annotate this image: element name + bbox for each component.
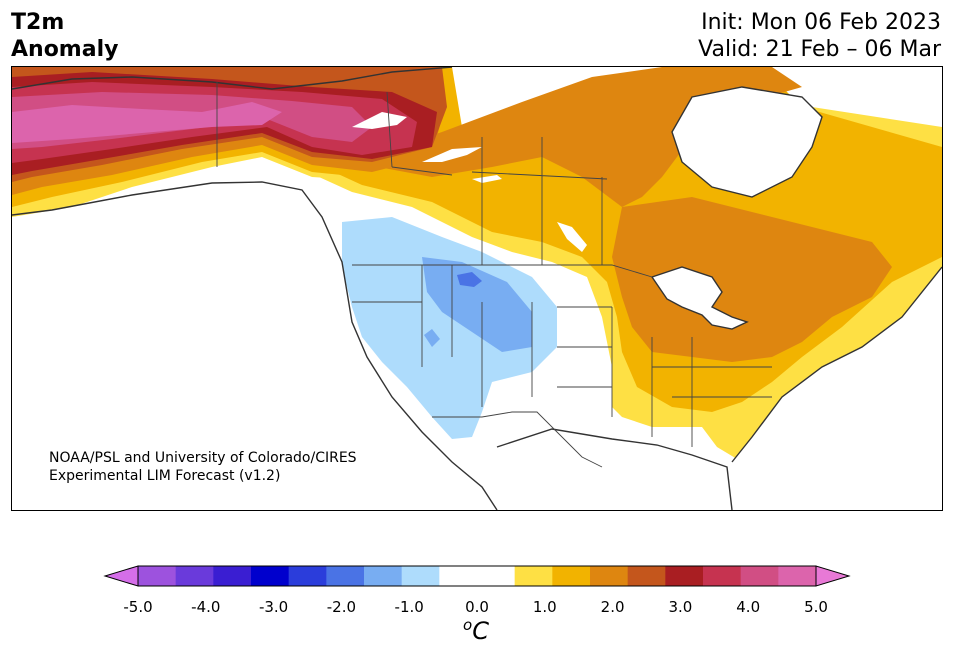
gulf-of-mexico <box>497 429 732 510</box>
colorbar-cell <box>740 566 779 586</box>
colorbar-cell <box>627 566 666 586</box>
coastline-arctic <box>12 67 453 90</box>
colorbar-cell <box>175 566 214 586</box>
colorbar-svg <box>103 565 851 587</box>
colorbar-tick-label: 5.0 <box>804 598 828 616</box>
coastline-gulf <box>496 428 733 510</box>
coastlines <box>12 67 942 510</box>
colorbar-cell <box>439 566 478 586</box>
colorbar-cell <box>552 566 591 586</box>
forecast-dates: Init: Mon 06 Feb 2023 Valid: 21 Feb – 06… <box>698 9 941 63</box>
credit-text: NOAA/PSL and University of Colorado/CIRE… <box>49 449 357 485</box>
border-us-canada <box>352 264 653 278</box>
colorbar-cell <box>138 566 177 586</box>
colorbar-tick-label: -4.0 <box>191 598 221 616</box>
anomaly-region-orange-east <box>612 197 892 362</box>
political-boundaries <box>216 82 772 468</box>
coastline-west <box>12 181 498 510</box>
colorbar-border <box>137 565 817 587</box>
credit-line-1: NOAA/PSL and University of Colorado/CIRE… <box>49 450 357 466</box>
colorbar-tick-label: 4.0 <box>736 598 761 616</box>
anomaly-region-blue <box>457 272 482 287</box>
lake-athabasca <box>472 175 502 183</box>
anomaly-region-blue-small <box>424 329 440 347</box>
great-bear-lake <box>352 112 407 129</box>
colorbar-cell <box>213 566 252 586</box>
colorbar-tick-label: -2.0 <box>326 598 357 616</box>
colorbar-cell <box>590 566 629 586</box>
colorbar-tick-label: -5.0 <box>123 598 153 616</box>
colorbar-cell <box>288 566 327 586</box>
great-lakes <box>652 267 747 329</box>
arctic-ocean <box>452 67 512 82</box>
colorbar-tick-label: 1.0 <box>532 598 557 616</box>
colorbar-cell <box>477 566 516 586</box>
colorbar-cell <box>251 566 290 586</box>
unit-sup: o <box>463 616 473 634</box>
colorbar-tick-label: 3.0 <box>668 598 693 616</box>
pacific-ocean <box>12 185 497 510</box>
colorbar-cell <box>703 566 742 586</box>
atlantic-ocean <box>732 267 942 510</box>
colorbar: -5.0 -4.0 -3.0 -2.0 -1.0 0.0 1.0 2.0 3.0 4.0 5.0 o… <box>0 560 953 656</box>
title-line-2: Anomaly <box>11 37 119 62</box>
anomaly-region-pink <box>12 102 282 143</box>
valid-date: Valid: 21 Feb – 06 Mar <box>698 37 941 62</box>
colorbar-cell <box>326 566 365 586</box>
lake-winnipeg <box>557 222 587 252</box>
unit-base: C <box>472 617 489 645</box>
init-date: Init: Mon 06 Feb 2023 <box>701 10 941 35</box>
coastline-great-lakes <box>650 266 749 330</box>
colorbar-tick-label: 2.0 <box>600 598 625 616</box>
colorbar-cells <box>103 565 851 587</box>
border-us-states <box>352 265 772 447</box>
anomaly-map <box>11 66 943 511</box>
colorbar-cell <box>401 566 440 586</box>
colorbar-tick-label: 0.0 <box>465 598 489 616</box>
colorbar-tick-label: -3.0 <box>258 598 289 616</box>
colorbar-extend-max <box>815 565 851 587</box>
title-line-1: T2m <box>11 10 65 35</box>
coastline-hudson <box>671 86 823 198</box>
colorbar-cell <box>778 566 817 586</box>
anomaly-region-medblue <box>422 257 532 352</box>
credit-line-2: Experimental LIM Forecast (v1.2) <box>49 468 281 484</box>
anomaly-map-svg <box>12 67 942 510</box>
border-us-mexico <box>432 411 603 468</box>
colorbar-cell <box>364 566 403 586</box>
hudson-bay <box>672 87 822 197</box>
great-slave-lake <box>422 147 482 162</box>
colorbar-cell <box>665 566 704 586</box>
anomaly-region-lightblue <box>342 217 557 439</box>
coastline-east <box>731 266 942 463</box>
colorbar-extend-min <box>103 565 139 587</box>
map-title: T2m Anomaly <box>11 9 118 63</box>
colorbar-tick-label: -1.0 <box>394 598 424 616</box>
unit-label: oC <box>463 616 489 645</box>
border-canada-provinces <box>386 91 608 265</box>
colorbar-cell <box>514 566 553 586</box>
